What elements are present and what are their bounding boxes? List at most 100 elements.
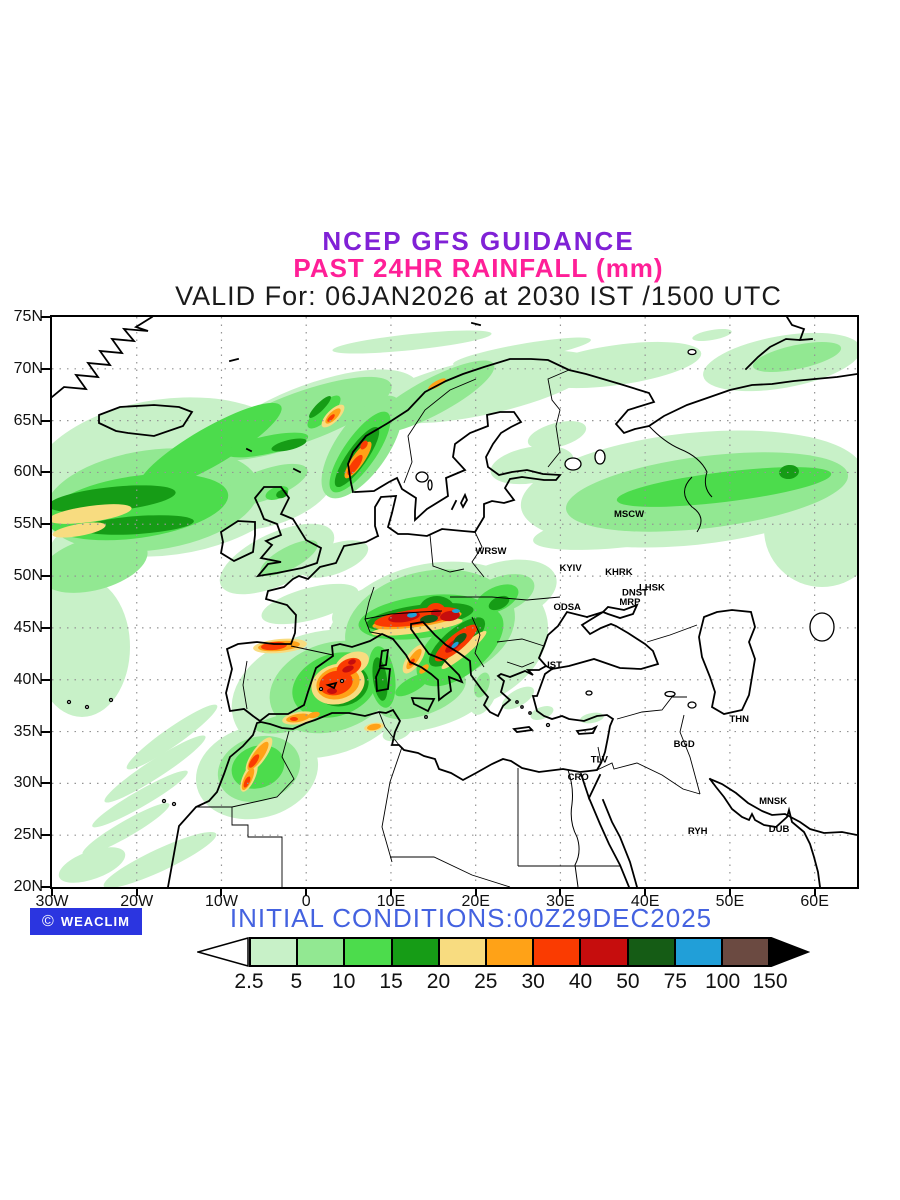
- lat-label-45N: 45N: [13, 618, 43, 636]
- lat-tick: [41, 367, 52, 370]
- city-label-khrk: KHRK: [605, 567, 633, 578]
- model-title: NCEP GFS GUIDANCE: [322, 226, 635, 256]
- city-label-mnsk: MNSK: [759, 796, 787, 807]
- lon-label-30W: 30W: [35, 893, 69, 910]
- lat-label-25N: 25N: [13, 826, 43, 844]
- weaclim-logo: © WEACLIM: [30, 908, 142, 935]
- city-label-kyiv: KYIV: [559, 563, 582, 574]
- colorbar-value-25: 25: [474, 970, 498, 993]
- colorbar-under-arrow: [197, 937, 249, 967]
- lat-tick: [41, 316, 52, 318]
- lon-label-0: 0: [301, 893, 311, 910]
- lon-label-40E: 40E: [630, 893, 660, 910]
- colorbar-cell-5: [486, 939, 535, 965]
- colorbar-value-40: 40: [568, 970, 593, 993]
- lon-tick: [813, 887, 816, 896]
- title-block: NCEP GFS GUIDANCE PAST 24HR RAINFALL (mm…: [56, 226, 900, 312]
- colorbar-value-20: 20: [426, 970, 451, 993]
- colorbar-labels: 2.5 5 10 15 20 25 30 40 50 75 100 150: [234, 970, 787, 996]
- colorbar-cell-3: [392, 939, 440, 965]
- lon-label-50E: 50E: [715, 893, 745, 910]
- colorbar-value-10: 10: [332, 970, 356, 993]
- lon-tick: [51, 887, 53, 896]
- lat-tick: [41, 419, 52, 422]
- lon-label-30E: 30E: [546, 893, 575, 910]
- initial-conditions-line: INITIAL CONDITIONS:00Z29DEC2025: [229, 903, 713, 933]
- city-label-tlv: TLV: [591, 755, 609, 766]
- lon-tick: [389, 887, 392, 896]
- lon-tick: [135, 887, 138, 896]
- lon-tick: [644, 887, 647, 896]
- city-label-odsa: ODSA: [553, 602, 581, 613]
- lon-tick: [305, 887, 308, 896]
- lat-tick: [41, 678, 52, 681]
- colorbar-over-arrow: [770, 937, 810, 967]
- colorbar-value-150: 150: [752, 970, 788, 993]
- city-label-mrp: MRP: [619, 597, 641, 608]
- lon-tick: [728, 887, 731, 896]
- lon-label-20W: 20W: [120, 893, 154, 910]
- graticule: [52, 317, 857, 887]
- colorbar-value-100: 100: [705, 970, 741, 993]
- lat-tick: [41, 626, 52, 629]
- colorbar-value-50: 50: [616, 970, 640, 993]
- colorbar-value-5: 5: [290, 970, 303, 993]
- rainfall-colorbar: 2.5 5 10 15 20 25 30 40 50 75 100 150: [197, 937, 810, 993]
- lon-label-60E: 60E: [800, 893, 829, 910]
- lon-label-10W: 10W: [205, 893, 238, 910]
- city-label-mscw: MSCW: [614, 509, 644, 520]
- colorbar-cell-0: [251, 939, 299, 965]
- colorbar-value-15: 15: [379, 970, 403, 993]
- lon-tick: [220, 887, 223, 896]
- lat-tick: [41, 886, 52, 888]
- lat-label-20N: 20N: [13, 878, 43, 895]
- city-label-cro: CRO: [568, 772, 589, 783]
- lon-label-10E: 10E: [376, 893, 406, 910]
- colorbar-value-75: 75: [663, 970, 687, 993]
- city-label-dnst: DNST: [622, 588, 648, 599]
- colorbar-cell-7: [581, 939, 629, 965]
- lon-tick: [559, 887, 562, 896]
- lat-tick: [41, 471, 52, 474]
- lat-label-35N: 35N: [13, 722, 43, 740]
- lat-label-60N: 60N: [13, 463, 43, 481]
- colorbar-cell-6: [534, 939, 582, 965]
- lat-tick: [41, 730, 52, 733]
- coastlines: [52, 317, 857, 887]
- lat-tick: [41, 523, 52, 526]
- city-label-wrsw: WRSW: [475, 546, 506, 557]
- lat-label-75N: 75N: [13, 308, 43, 325]
- lat-label-30N: 30N: [13, 774, 43, 792]
- colorbar-value-30: 30: [521, 970, 545, 993]
- lat-label-70N: 70N: [13, 359, 43, 377]
- lon-tick: [474, 887, 477, 896]
- colorbar-cell-9: [675, 939, 723, 965]
- lat-tick: [41, 834, 52, 837]
- city-label-ryh: RYH: [688, 826, 708, 837]
- lat-label-40N: 40N: [13, 670, 43, 688]
- product-title: PAST 24HR RAINFALL (mm): [293, 253, 664, 284]
- rainfall-shading: [52, 328, 857, 887]
- lat-tick: [41, 782, 52, 785]
- lat-label-65N: 65N: [13, 411, 43, 429]
- colorbar-cell-10: [722, 939, 769, 965]
- copyright-icon: ©: [42, 912, 55, 930]
- colorbar-cells: [249, 937, 770, 967]
- colorbar-cell-1: [298, 939, 346, 965]
- lon-label-20E: 20E: [461, 893, 490, 910]
- city-label-bgd: BGD: [674, 739, 695, 750]
- map-frame: MSCW WRSW KYIV KHRK LHSK DNST MRP ODSA IST THN BGD…: [14, 308, 859, 910]
- colorbar-value-2.5: 2.5: [234, 970, 264, 993]
- city-label-dub: DUB: [769, 824, 790, 835]
- city-label-thn: THN: [729, 714, 749, 725]
- lat-label-50N: 50N: [13, 567, 43, 585]
- valid-time-line: VALID For: 06JAN2026 at 2030 IST /1500 U…: [175, 281, 782, 312]
- country-borders: [196, 369, 701, 887]
- weaclim-label: WEACLIM: [60, 914, 130, 929]
- city-label-lhsk: LHSK: [639, 582, 665, 593]
- colorbar-cell-4: [439, 939, 487, 965]
- colorbar-cell-8: [628, 939, 676, 965]
